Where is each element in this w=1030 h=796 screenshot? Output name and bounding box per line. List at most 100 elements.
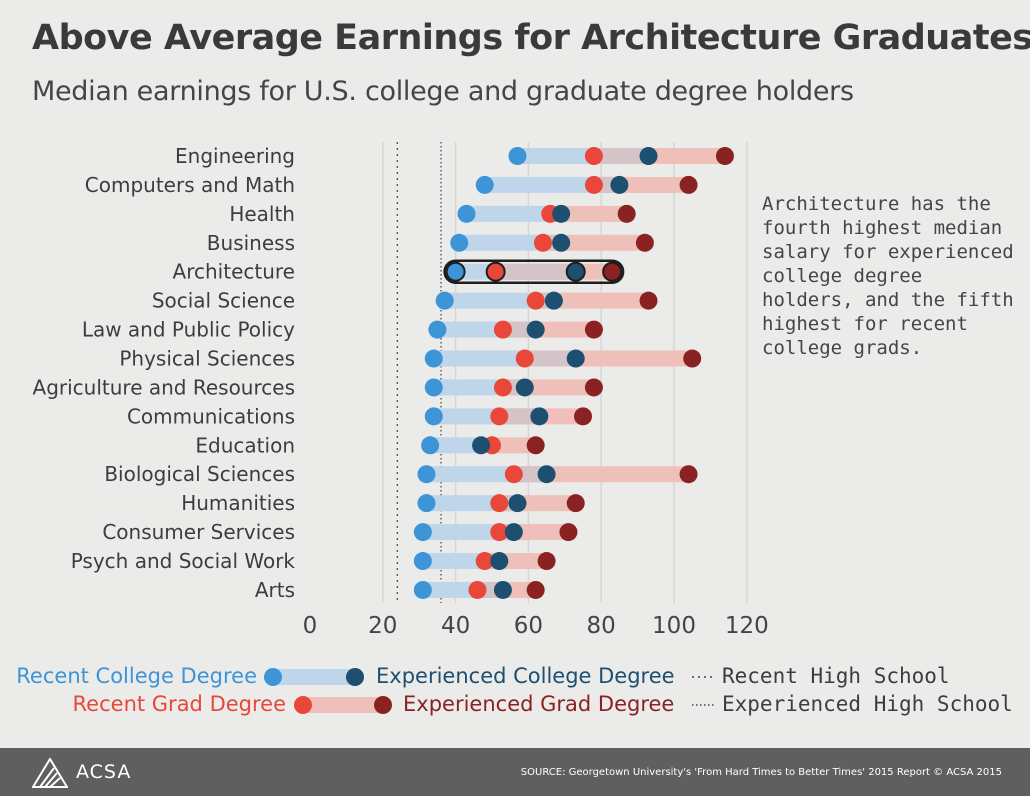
experienced-college-dot-agriculture-and-resources [515,378,534,397]
grad-range-bar-biological-sciences [513,466,689,483]
x-tick-label-60: 60 [514,613,543,639]
highlight-outline [443,259,625,284]
experienced-college-dot-biological-sciences [537,465,556,484]
acsa-logo-icon [32,758,68,788]
experienced-grad-dot-consumer-services [559,523,578,542]
recent-college-dot-education [421,436,440,455]
x-tick-label-120: 120 [725,613,769,639]
legend-experienced-college-label: Experienced College Degree [376,664,675,688]
college-range-bar-computers-and-math [484,176,620,193]
experienced-grad-dot-biological-sciences [679,465,698,484]
category-label-humanities: Humanities [181,491,295,515]
recent-college-dot-agriculture-and-resources [424,378,443,397]
experienced-grad-dot-business [635,233,654,252]
chart-title: Above Average Earnings for Architecture … [32,18,1030,58]
recent-grad-dot-engineering [584,147,603,165]
legend-recent-high-school-label: Recent High School [722,664,950,688]
data-dots [413,147,734,599]
legend-recent-college-label: Recent College Degree [16,664,257,688]
category-label-education: Education [195,433,295,457]
annotation-text: Architecture has the fourth highest medi… [762,193,1014,359]
category-label-agriculture-and-resources: Agriculture and Resources [33,375,295,399]
experienced-college-dot-law-and-public-policy [526,320,545,339]
x-tick-label-20: 20 [368,613,397,639]
recent-grad-dot-communications [490,407,509,426]
recent-college-dot-engineering [508,147,527,165]
overlap-bar-communications [499,408,540,425]
experienced-grad-dot-architecture [602,261,623,282]
recent-college-dot-humanities [417,494,436,513]
x-tick-label-80: 80 [587,613,616,639]
x-axis-ticks: 0 20 40 60 80 100 120 [303,613,769,639]
college-range-bar-consumer-services [422,524,514,541]
category-label-physical-sciences: Physical Sciences [119,347,295,371]
recent-college-dot-biological-sciences [417,465,436,484]
recent-college-dot-health [457,204,476,223]
legend-college-start-dot [264,668,282,686]
experienced-college-dot-consumer-services [504,523,523,542]
experienced-grad-dot-communications [574,407,592,426]
recent-grad-dot-business [533,233,552,252]
recent-college-dot-psych-and-social-work [413,552,432,571]
experienced-college-dot-physical-sciences [566,349,585,368]
legend-experienced-grad-label: Experienced Grad Degree [403,692,675,716]
college-range-bar-social-science [444,292,554,309]
college-range-bar-health [466,205,562,222]
recent-college-dot-physical-sciences [424,349,443,368]
recent-college-dot-communications [424,407,443,426]
college-range-bar-education [430,437,482,454]
overlap-bar-engineering [593,148,649,164]
experienced-grad-dot-social-science [639,291,658,310]
experienced-college-dot-psych-and-social-work [490,552,509,571]
category-label-arts: Arts [255,578,295,602]
category-label-social-science: Social Science [152,289,295,313]
category-label-architecture: Architecture [173,260,295,284]
recent-grad-dot-biological-sciences [504,465,523,484]
experienced-college-dot-architecture [565,261,586,282]
experienced-grad-dot-arts [526,580,545,599]
x-tick-label-100: 100 [652,613,696,639]
category-labels: Engineering Computers and Math Health Busin… [33,144,296,602]
category-label-communications: Communications [127,404,295,428]
recent-grad-dot-physical-sciences [515,349,534,368]
category-label-consumer-services: Consumer Services [102,520,295,544]
experienced-grad-dot-engineering [715,147,734,165]
overlap-bar-biological-sciences [513,466,547,483]
category-label-computers-and-math: Computers and Math [85,173,295,197]
experienced-grad-dot-psych-and-social-work [537,552,556,571]
acsa-logo-text: ACSA [76,761,132,783]
experienced-college-dot-humanities [508,494,527,513]
experienced-grad-dot-education [526,436,545,455]
recent-grad-dot-psych-and-social-work [475,552,494,571]
category-label-biological-sciences: Biological Sciences [104,462,295,486]
recent-college-dot-business [450,233,469,252]
grad-range-bar-social-science [535,292,649,309]
dot-range-chart: Engineering Computers and Math Health Busin… [33,142,769,714]
legend-experienced-high-school-label: Experienced High School [722,692,1013,716]
experienced-college-dot-computers-and-math [610,175,629,194]
recent-grad-dot-law-and-public-policy [493,320,512,339]
legend-grad-start-dot [294,696,312,714]
experienced-grad-dot-law-and-public-policy [584,320,603,339]
legend-college-bar [273,669,355,685]
recent-grad-dot-humanities [490,494,509,513]
experienced-college-dot-business [552,233,571,252]
legend-markers [264,668,716,714]
experienced-college-dot-communications [530,407,549,426]
recent-college-dot-architecture [445,261,466,282]
recent-grad-dot-computers-and-math [584,175,603,194]
legend-grad-bar [303,697,383,713]
overlap-bar-architecture [495,263,576,280]
experienced-grad-dot-agriculture-and-resources [584,378,603,397]
overlap-bar-physical-sciences [524,350,576,367]
overlap-bar-law-and-public-policy [502,321,536,338]
recent-grad-dot-arts [468,580,487,599]
footer-bar: ACSA SOURCE: Georgetown University's 'Fr… [0,748,1030,796]
recent-grad-dot-social-science [526,291,545,310]
experienced-college-dot-engineering [639,147,658,165]
legend-recent-grad-label: Recent Grad Degree [72,692,286,716]
experienced-grad-dot-health [617,204,636,223]
category-label-health: Health [229,202,295,226]
recent-college-dot-computers-and-math [475,175,494,194]
grad-range-bar-health [550,205,627,222]
